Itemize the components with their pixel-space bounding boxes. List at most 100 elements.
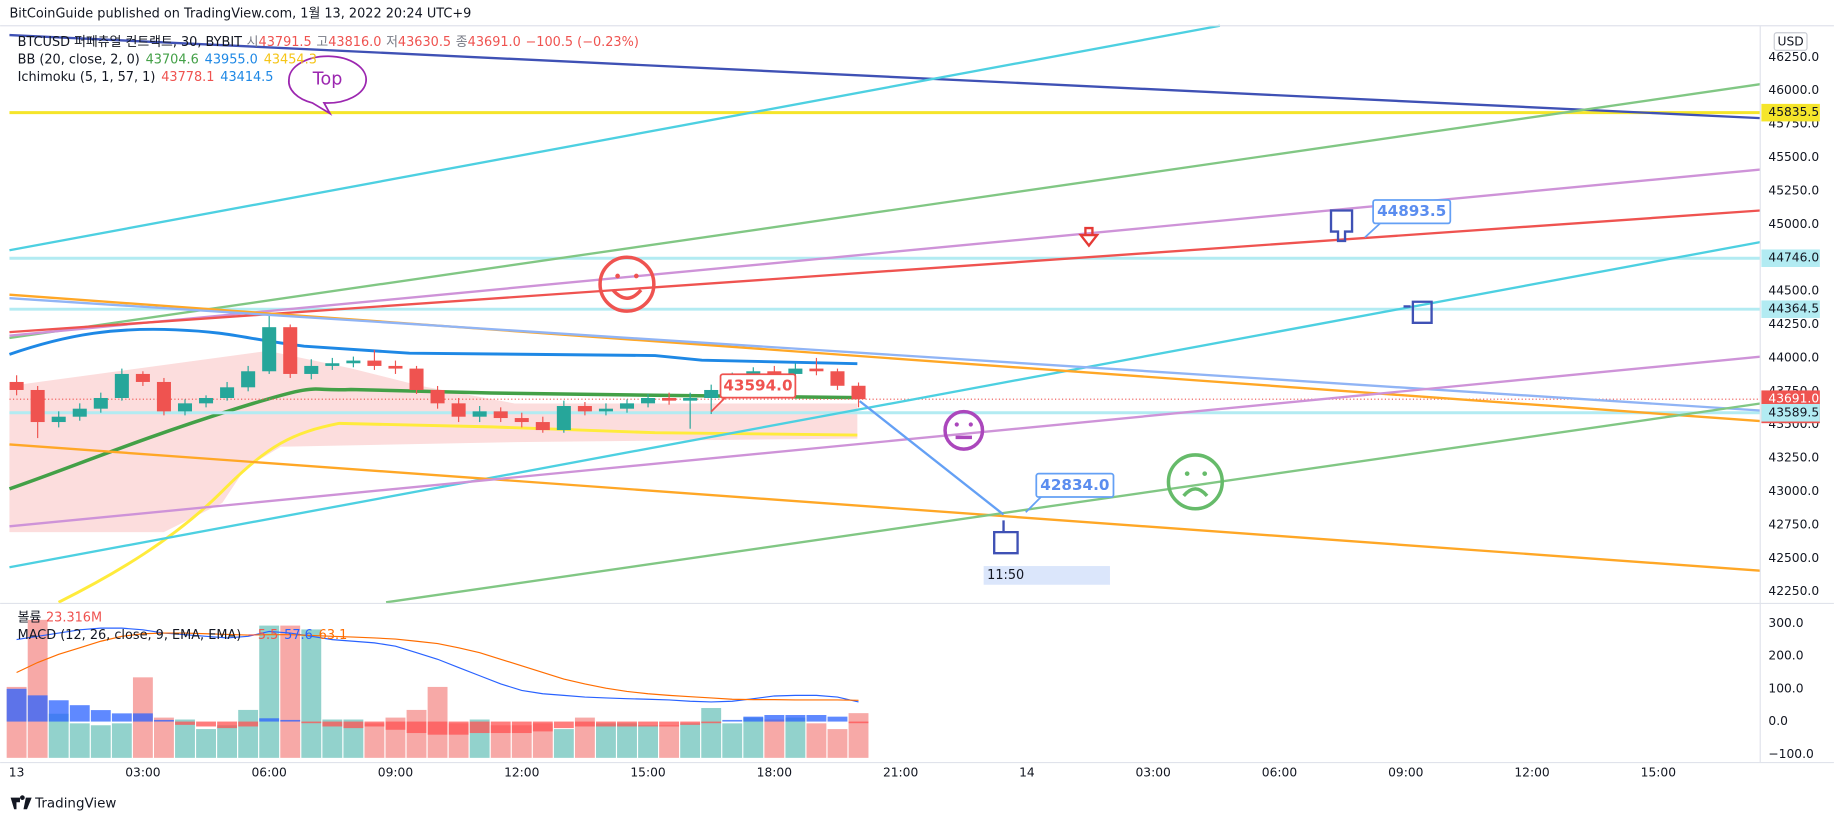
time-label: 11:50 (987, 568, 1024, 583)
macd-histogram (574, 721, 595, 727)
candle-body (535, 422, 550, 431)
bb-basis (8, 387, 858, 491)
volume-bar (722, 723, 743, 758)
candle-body (241, 371, 256, 388)
macd-histogram (217, 721, 238, 729)
candle-body (367, 360, 382, 366)
volume-bar (322, 719, 343, 758)
down-arrow (1078, 226, 1100, 248)
y-tick-label: 200.0 (1768, 649, 1803, 663)
macd-histogram (322, 721, 343, 727)
macd-histogram (448, 721, 469, 735)
macd-histogram (469, 721, 490, 734)
symbol: BTCUSD 퍼페츄얼 컨트랙트, 30, BYBIT (18, 35, 243, 50)
candle-body (114, 373, 129, 398)
candle-body (177, 403, 193, 412)
candle-body (304, 365, 319, 374)
price-note-box (1372, 199, 1452, 225)
macd-histogram (154, 719, 174, 722)
quote-value: 43816.0 (328, 35, 381, 50)
quote-label: 저 (386, 35, 398, 50)
macd-histogram (364, 721, 385, 727)
emoji-neutral (943, 409, 985, 451)
price-level-tag (1761, 390, 1820, 408)
macd-histogram (659, 721, 680, 727)
macd-histogram (27, 695, 48, 722)
price-level-tag (1761, 249, 1820, 267)
trend-line (9, 297, 1761, 412)
volume-bar (69, 723, 90, 758)
candle-body (283, 327, 298, 374)
trend-line (9, 240, 1761, 569)
price-level-tag (1761, 103, 1820, 122)
price-note-box (1035, 472, 1115, 498)
x-tick-label: 06:00 (1262, 766, 1297, 780)
candle-body (619, 403, 635, 409)
candle-body (135, 373, 150, 382)
macd-histogram (406, 721, 427, 734)
y-tick-label: 42750.0 (1768, 517, 1819, 531)
volume-bar (806, 723, 827, 758)
macd-histogram (48, 700, 69, 722)
volume-bar (111, 723, 132, 758)
x-tick-label: 13 (9, 766, 25, 780)
currency: USD (1778, 35, 1804, 49)
candle-body (788, 368, 803, 374)
y-tick-label: 42250.0 (1768, 584, 1819, 598)
volume-bar (217, 725, 238, 758)
volume-bar (596, 723, 616, 758)
macd-histogram (385, 721, 406, 730)
y-tick-label: 45000.0 (1768, 217, 1819, 231)
projection-line (858, 400, 1005, 516)
price-level-label: 44746.0 (1768, 251, 1819, 265)
candle-body (851, 385, 866, 400)
volume-bar (532, 723, 553, 758)
y-tick-label: 0.0 (1768, 714, 1788, 728)
candle-body (72, 408, 87, 417)
x-tick-label: 06:00 (252, 766, 287, 780)
indicator-name: Ichimoku (5, 1, 57, 1) (18, 70, 156, 85)
x-tick-label: 12:00 (1514, 766, 1549, 780)
volume-bar (196, 729, 216, 758)
candle-body (767, 371, 782, 374)
x-tick-label: 03:00 (1136, 766, 1171, 780)
volume-bar (785, 717, 806, 758)
candle-body (325, 363, 340, 366)
footer-logo (10, 795, 32, 810)
indicator-name: BB (20, close, 2, 0) (18, 52, 140, 67)
candles (6, 313, 869, 758)
trend-line (9, 209, 1761, 334)
candle-body (262, 327, 277, 372)
volume-bar (553, 729, 574, 758)
macd-histogram (553, 721, 574, 729)
volume-bar (27, 619, 48, 758)
macd-histogram (196, 721, 216, 727)
candle-body (662, 397, 677, 401)
price-level-label: 43589.5 (1768, 405, 1819, 419)
candle-body (809, 368, 824, 372)
candle-body (556, 406, 571, 431)
quote-label: 종 (456, 35, 468, 50)
candle-body (156, 381, 171, 412)
candle-body (493, 411, 508, 419)
signal-line (16, 632, 859, 701)
ichimoku-line (57, 421, 858, 604)
y-tick-label: 300.0 (1768, 616, 1803, 630)
macd-histogram (6, 688, 27, 722)
candle-body (199, 397, 214, 404)
macd-histogram (343, 721, 364, 729)
quote-value: 43691.0 (468, 35, 521, 50)
candle-body (430, 389, 445, 404)
trend-line (9, 33, 1761, 120)
x-tick-label: 18:00 (757, 766, 792, 780)
macd-name: MACD (12, 26, close, 9, EMA, EMA) (18, 628, 242, 643)
quote-value: 43630.5 (398, 35, 451, 50)
trend-line (9, 24, 1221, 252)
x-tick-label: 14 (1019, 766, 1035, 780)
macd-histogram (764, 715, 785, 722)
macd-histogram (280, 719, 301, 722)
candle-body (220, 387, 235, 398)
volume-bar (574, 717, 595, 758)
trend-line (9, 443, 1761, 572)
